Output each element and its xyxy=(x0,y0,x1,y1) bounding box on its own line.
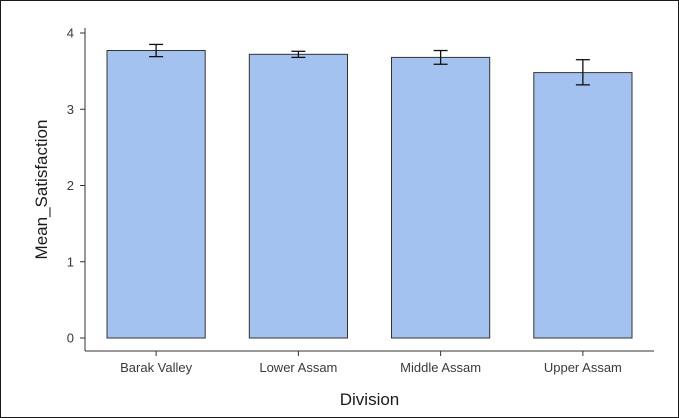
x-axis-title: Division xyxy=(340,390,400,409)
error-bars-group xyxy=(149,43,590,86)
bar-lower-assam xyxy=(248,53,348,339)
bars-group xyxy=(106,50,633,339)
error-bar xyxy=(433,49,448,65)
error-bar xyxy=(575,59,590,86)
bar-barak-valley xyxy=(106,50,206,339)
bar-middle-assam xyxy=(391,56,491,339)
y-tick-label: 2 xyxy=(67,178,74,193)
x-tick-label: Lower Assam xyxy=(259,360,337,375)
error-bar xyxy=(149,43,164,58)
x-tick-label: Middle Assam xyxy=(400,360,481,375)
y-tick-label: 0 xyxy=(67,331,74,346)
y-tick-label: 1 xyxy=(67,254,74,269)
y-ticks-group: 0 1 2 3 4 xyxy=(67,26,85,346)
y-tick-label: 3 xyxy=(67,102,74,117)
y-axis-title: Mean_Satisfaction xyxy=(32,120,51,260)
x-tick-label: Upper Assam xyxy=(544,360,622,375)
x-ticks-group: Barak Valley Lower Assam Middle Assam Upper… xyxy=(120,351,622,375)
error-bar xyxy=(291,50,306,59)
x-tick-label: Barak Valley xyxy=(120,360,193,375)
y-tick-label: 4 xyxy=(67,26,74,41)
bar-upper-assam xyxy=(533,72,633,339)
axes-group xyxy=(84,28,654,352)
